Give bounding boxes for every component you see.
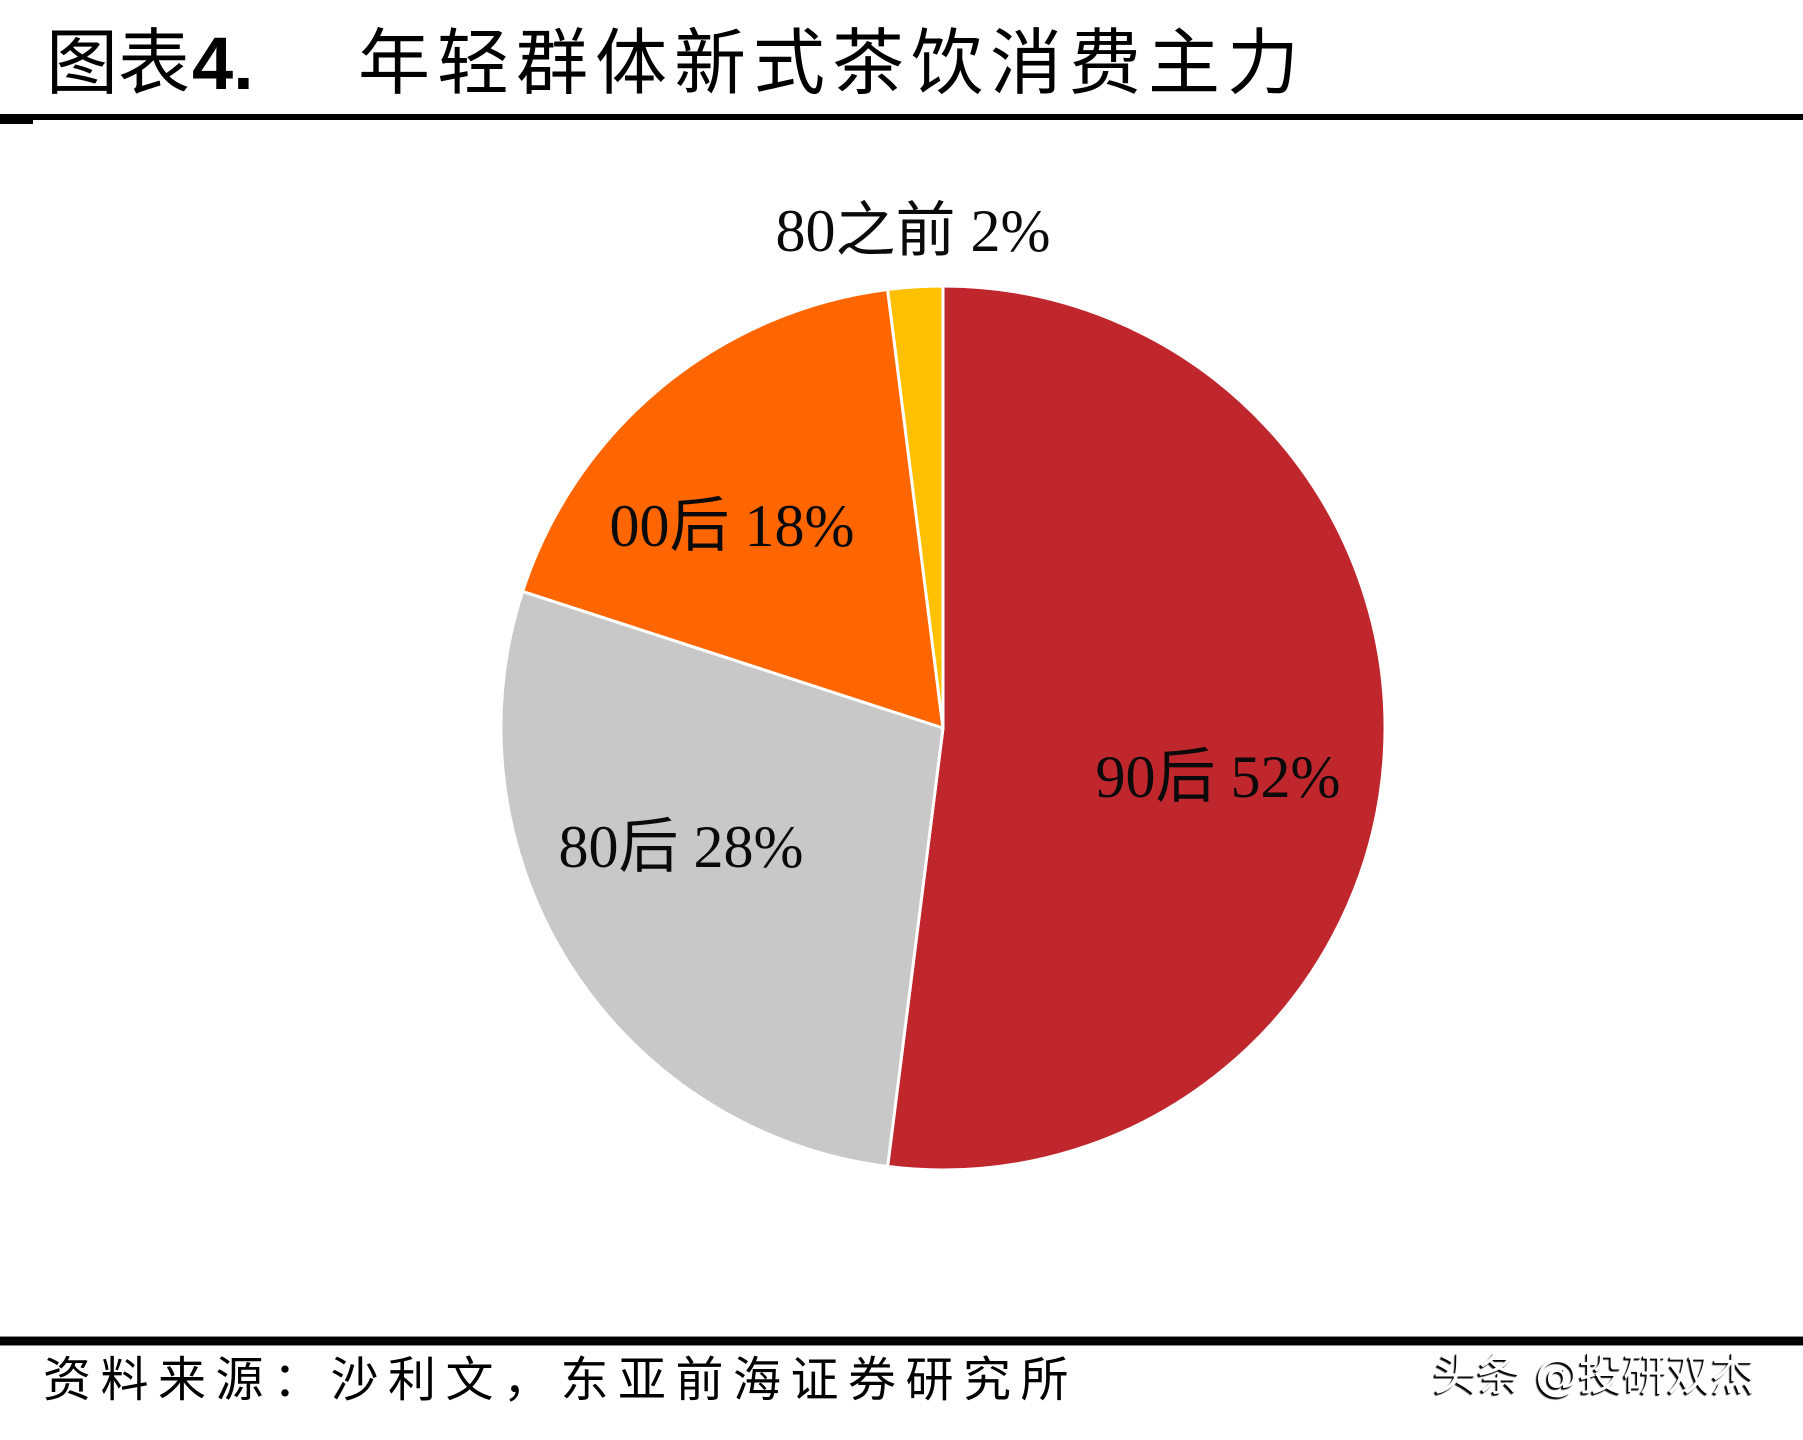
figure-label-prefix: 图表 [46, 24, 191, 104]
figure-title: 年轻群体新式茶饮消费主力 [358, 24, 1307, 104]
pie-slice-post-00s [521, 287, 945, 730]
title-divider-tab [0, 114, 33, 124]
watermark: 头条 @投研双杰 [1433, 1350, 1755, 1401]
pie-data-labels: 90后 52% 80后 28% 00后 18% 80之前 2% [559, 198, 1341, 880]
pie-slices [499, 284, 1387, 1172]
data-label-post-90s: 90后 52% [1096, 744, 1341, 810]
figure-number: 4. [192, 22, 254, 105]
pie-slice-post-80s [499, 589, 945, 1169]
pie-slice-post-90s [886, 284, 1387, 1172]
title-divider [0, 114, 1803, 120]
source-note: 资料来源：沙利文，东亚前海证券研究所 [43, 1354, 1079, 1407]
data-label-post-00s: 00后 18% [610, 493, 855, 559]
pie-slice-pre-80s [886, 284, 945, 730]
data-label-pre-80s: 80之前 2% [776, 198, 1051, 264]
source-divider [0, 1337, 1803, 1345]
data-label-post-80s: 80后 28% [559, 814, 804, 880]
